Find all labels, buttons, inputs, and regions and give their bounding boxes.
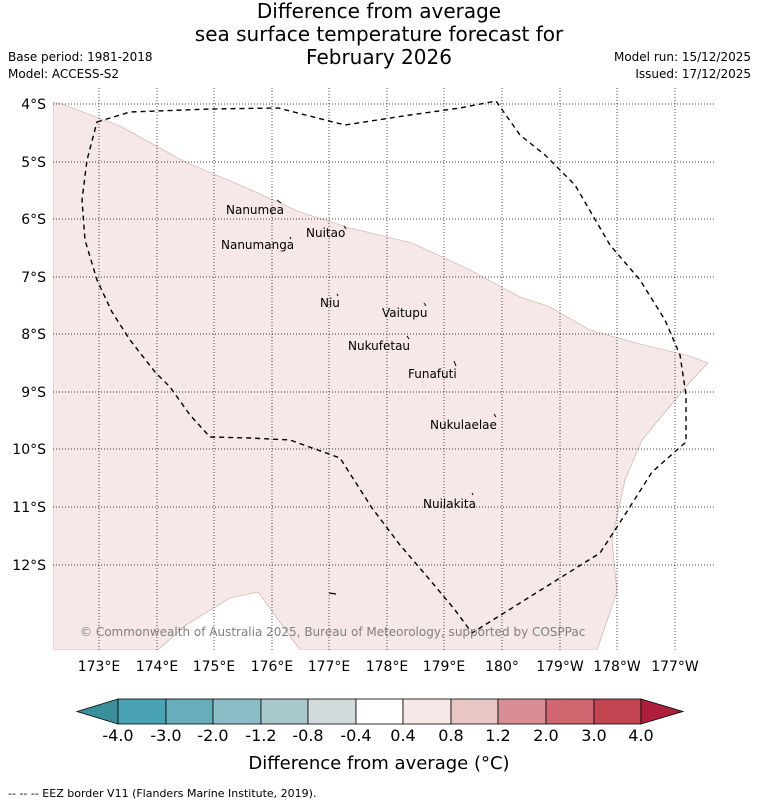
meta-left: Base period: 1981-2018 Model: ACCESS-S2 [8,49,153,83]
colorbar-tick-label: -2.0 [197,726,228,745]
island-nukufetau [406,335,410,340]
longitude-label: 176°E [251,659,294,675]
colorbar-tick-label: 3.0 [581,726,606,745]
place-label-nukufetau: Nukufetau [348,339,410,353]
colorbar-tick-label: -0.4 [340,726,371,745]
island-niu [336,293,339,297]
longitude-label: 179°E [423,659,466,675]
longitude-labels: 173°E 174°E 175°E 176°E 177°E 178°E 179°E 180° 1… [78,659,699,675]
colorbar-segment [260,698,309,725]
latitude-label: 7°S [21,270,46,286]
longitude-label: 178°E [366,659,409,675]
latitude-label: 12°S [12,558,46,574]
place-label-funafuti: Funafuti [408,367,457,381]
latitude-label: 4°S [21,97,46,113]
colorbar-segment [307,698,357,725]
colorbar-tick-label: -3.0 [150,726,181,745]
colorbar-extend-low [75,698,119,725]
colorbar-tick-label: -4.0 [102,726,133,745]
colorbar-extend-high [640,698,685,725]
latitude-label: 8°S [21,327,46,343]
copyright-notice: © Commonwealth of Australia 2025, Bureau… [80,625,585,639]
colorbar-tick-label: 1.2 [485,726,510,745]
colorbar-title: Difference from average (°C) [248,753,509,774]
colorbar-ticks: -4.0 -3.0 -2.0 -1.2 -0.8 -0.4 0.4 0.8 1.2 2.0 3.0 4… [102,726,653,745]
colorbar-tick-label: 0.8 [438,726,463,745]
sst-anomaly-area [53,101,709,650]
colorbar-segment [212,698,262,725]
longitude-label: 180° [485,659,519,675]
colorbar-segment [402,698,452,725]
base-period: Base period: 1981-2018 [8,50,153,64]
longitude-label: 178°W [593,659,641,675]
latitude-label: 5°S [21,155,46,171]
place-label-nukulaelae: Nukulaelae [430,418,497,432]
meta-right: Model run: 15/12/2025 Issued: 17/12/2025 [614,49,751,83]
colorbar-segment [593,698,642,725]
title-line-1: Difference from average [256,0,502,23]
colorbar-segment [117,698,167,725]
longitude-label: 175°E [193,659,236,675]
place-labels: Nanumea Nuitao Nanumanga Niu Vaitupu Nukufeta… [221,203,497,511]
model-name: Model: ACCESS-S2 [8,67,120,81]
issued-date: Issued: 17/12/2025 [635,67,751,81]
longitude-label: 179°W [536,659,584,675]
island-nuitao [343,225,347,230]
place-label-nanumanga: Nanumanga [221,238,294,252]
colorbar-tick-label: 4.0 [628,726,653,745]
colorbar [75,698,685,725]
colorbar-segment [355,698,404,725]
graticule [53,88,714,650]
longitude-label: 174°E [136,659,179,675]
island-nukulaelae [493,413,497,418]
colorbar-segment [545,698,595,725]
island-nuilakita [471,492,474,496]
colorbar-segment [497,698,547,725]
title-line-3: February 2026 [306,45,452,69]
colorbar-segment [165,698,214,725]
island-vaitupu [423,302,427,307]
colorbar-tick-label: -0.8 [292,726,323,745]
latitude-labels: 4°S 5°S 6°S 7°S 8°S 9°S 10°S 11°S 12°S [12,97,46,574]
island-nanumanga [289,236,292,240]
latitude-label: 10°S [12,442,46,458]
latitude-label: 9°S [21,385,46,401]
title-line-2: sea surface temperature forecast for [194,22,564,46]
place-label-vaitupu: Vaitupu [382,306,428,320]
eez-footnote: -- -- -- EEZ border V11 (Flanders Marine… [8,787,316,800]
colorbar-segment [450,698,499,725]
longitude-label: 177°E [308,659,351,675]
place-label-niu: Niu [320,296,340,310]
islands [276,199,497,595]
map-title: Difference from average sea surface temp… [0,0,758,69]
model-run: Model run: 15/12/2025 [613,50,751,64]
latitude-label: 6°S [21,212,46,228]
longitude-label: 173°E [78,659,121,675]
place-label-nanumea: Nanumea [226,203,284,217]
island-funafuti [453,360,457,367]
colorbar-tick-label: 2.0 [533,726,558,745]
longitude-label: 177°W [651,659,699,675]
colorbar-tick-label: 0.4 [390,726,415,745]
place-label-nuitao: Nuitao [306,226,345,240]
latitude-label: 11°S [12,500,46,516]
island-nanumea [276,199,282,204]
island-reef [328,592,337,595]
place-label-nuilakita: Nuilakita [423,497,476,511]
colorbar-tick-label: -1.2 [245,726,276,745]
